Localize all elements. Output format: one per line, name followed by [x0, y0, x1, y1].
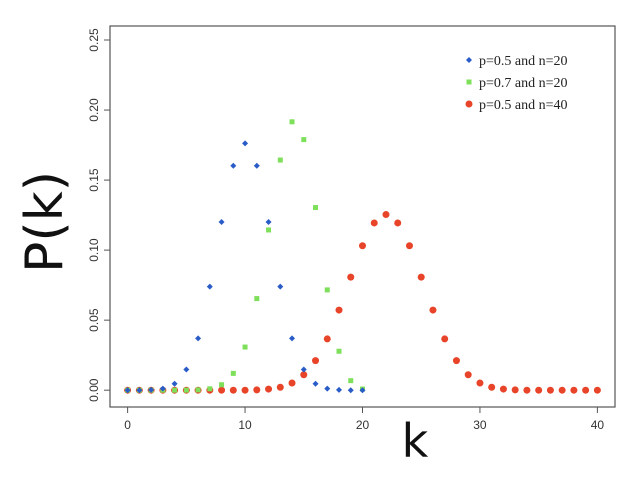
data-point: [159, 385, 166, 392]
data-point: [266, 227, 272, 233]
data-point: [593, 386, 601, 394]
data-point: [546, 386, 554, 394]
data-point: [394, 219, 402, 227]
data-point: [183, 387, 189, 393]
data-point: [230, 370, 236, 376]
x-axis-title: k: [402, 414, 429, 468]
legend-label: p=0.7 and n=20: [479, 76, 568, 91]
data-point: [195, 335, 202, 342]
data-point: [229, 386, 237, 394]
data-point: [335, 306, 343, 314]
data-point: [582, 386, 590, 394]
data-point: [230, 162, 237, 169]
y-axis-title: P(k): [15, 171, 75, 273]
data-point: [183, 366, 190, 373]
data-point: [499, 385, 507, 393]
data-point: [558, 386, 566, 394]
series-2: [125, 119, 365, 393]
data-point: [417, 273, 425, 281]
data-point: [441, 335, 449, 343]
data-point: [253, 162, 260, 169]
data-point: [370, 219, 378, 227]
x-axis: 0 10 20 30 40: [124, 407, 604, 432]
data-point: [359, 242, 366, 250]
data-point: [429, 306, 437, 314]
x-tick-label: 0: [124, 418, 131, 432]
legend-marker: [466, 57, 472, 63]
data-point: [242, 344, 248, 350]
y-tick-label: 0.20: [87, 98, 101, 122]
legend: p=0.5 and n=20 p=0.7 and n=20 p=0.5 and n=…: [465, 54, 568, 113]
data-point: [324, 287, 330, 293]
data-point: [242, 140, 249, 147]
data-point: [124, 387, 131, 394]
data-point: [523, 386, 531, 394]
data-point: [336, 348, 342, 354]
x-tick-label: 10: [238, 418, 252, 432]
y-tick-label: 0.05: [87, 308, 101, 332]
data-point: [464, 371, 472, 379]
y-tick-label: 0.15: [87, 168, 101, 192]
data-point: [488, 383, 496, 391]
data-point: [312, 357, 320, 365]
data-point: [323, 335, 331, 343]
data-point: [313, 205, 319, 211]
data-point: [265, 218, 272, 225]
data-point: [452, 357, 460, 365]
data-point: [218, 218, 225, 225]
data-point: [347, 387, 354, 394]
data-point: [324, 385, 331, 392]
legend-label: p=0.5 and n=20: [479, 54, 568, 69]
legend-marker: [466, 79, 472, 85]
x-tick-label: 20: [356, 418, 370, 432]
data-point: [405, 242, 413, 250]
data-point: [288, 379, 296, 387]
data-point: [570, 386, 578, 394]
data-point: [195, 387, 201, 393]
data-point: [218, 386, 226, 394]
data-point: [253, 386, 261, 394]
data-point: [347, 273, 355, 281]
data-point: [136, 387, 143, 394]
data-point: [207, 386, 213, 392]
data-point: [276, 383, 284, 391]
data-point: [476, 379, 484, 387]
data-point: [300, 371, 308, 379]
data-point: [312, 380, 319, 387]
data-point: [277, 283, 284, 290]
y-tick-label: 0.25: [87, 28, 101, 52]
data-point: [148, 386, 155, 393]
data-points: [124, 119, 601, 394]
data-point: [219, 382, 225, 388]
data-point: [359, 387, 366, 394]
data-point: [265, 385, 273, 393]
data-point: [289, 119, 295, 125]
y-tick-label: 0.00: [87, 378, 101, 402]
data-point: [172, 387, 178, 393]
data-point: [511, 386, 519, 394]
legend-label: p=0.5 and n=40: [479, 98, 568, 113]
series-3: [124, 211, 601, 394]
data-point: [171, 380, 178, 387]
data-point: [535, 386, 543, 394]
x-tick-label: 30: [473, 418, 487, 432]
data-point: [336, 386, 343, 393]
data-point: [382, 211, 390, 219]
data-point: [206, 283, 213, 290]
data-point: [241, 386, 249, 394]
data-point: [301, 137, 307, 143]
data-point: [277, 157, 283, 163]
x-tick-label: 40: [591, 418, 605, 432]
data-point: [300, 366, 307, 373]
y-tick-label: 0.10: [87, 238, 101, 262]
data-point: [254, 296, 260, 302]
series-1: [124, 140, 366, 394]
data-point: [289, 335, 296, 342]
legend-marker: [465, 100, 473, 108]
data-point: [348, 378, 354, 384]
y-axis: 0.00 0.05 0.10 0.15 0.20 0.25: [87, 28, 110, 402]
